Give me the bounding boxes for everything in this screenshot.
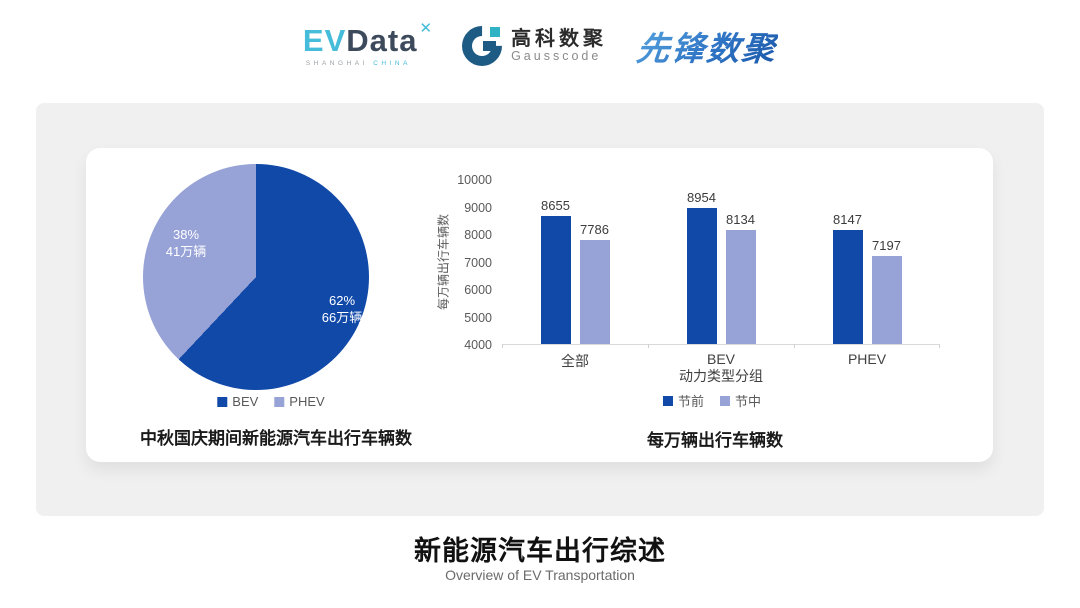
y-axis-tick-label: 5000: [464, 310, 492, 325]
legend-swatch: [217, 396, 228, 407]
y-axis-tick-label: 6000: [464, 283, 492, 297]
legend-label: 节前: [677, 394, 704, 409]
bar-value-label: 7197: [872, 238, 901, 254]
bar-group: 8147 7197 PHEV: [832, 180, 902, 367]
pie-legend: BEV PHEV: [217, 394, 325, 409]
x-axis-tick: [939, 344, 940, 348]
bar-plot: 8655 7786 全部 8954 8134 BEV 8147 7197 PHEV: [502, 180, 940, 369]
bar-value-label: 7786: [580, 221, 609, 237]
gausscode-logo: 高科数聚 Gausscode: [453, 17, 607, 75]
pie-chart-area: 62% 66万辆 38% 41万辆 BEV PHEV 中秋国庆期间新能源汽车出行车…: [86, 148, 486, 462]
y-axis-tick-label: 7000: [464, 255, 492, 270]
legend-item: PHEV: [274, 394, 325, 409]
category-label: PHEV: [847, 351, 887, 367]
gausscode-g-icon: [453, 17, 511, 75]
page-title: 新能源汽车出行综述: [414, 536, 666, 566]
x-axis-tick: [793, 344, 795, 348]
bar-legend: 节前 节中: [662, 391, 761, 410]
gausscode-wordmark: 高科数聚 Gausscode: [511, 28, 607, 64]
legend-swatch: [720, 395, 730, 406]
gausscode-cn-text: 高科数聚: [511, 28, 608, 51]
bar: 8954: [686, 190, 717, 344]
evdata-wordmark: EV Data ✕: [302, 21, 432, 58]
category-label: BEV: [706, 351, 736, 367]
bar-value-label: 8655: [541, 198, 570, 213]
y-axis-tick-label: 8000: [464, 228, 492, 242]
y-axis-tick-label: 9000: [464, 200, 492, 215]
bar-x-axis-title: 动力类型分组: [679, 368, 763, 384]
y-axis-tick-label: 4000: [464, 338, 492, 352]
pie-slice-label-phev: 38% 41万辆: [165, 227, 207, 259]
legend-item: 节中: [720, 391, 761, 410]
bar-group: 8655 7786 全部: [540, 180, 610, 369]
legend-item: BEV: [217, 394, 258, 409]
category-label: 全部: [561, 353, 589, 369]
y-axis-tick-label: 10000: [457, 173, 492, 187]
bar-chart-title: 每万辆出行车辆数: [647, 431, 783, 450]
bar: 8134: [725, 212, 756, 344]
pie-chart-title: 中秋国庆期间新能源汽车出行车辆数: [140, 429, 412, 448]
evdata-star-icon: ✕: [419, 20, 433, 37]
legend-item: 节前: [662, 391, 704, 410]
evdata-logo: EV Data ✕ SHANGHAI CHINA: [302, 21, 432, 67]
pioneer-logo: 先锋数聚: [635, 22, 780, 70]
pie-slice-label-bev: 62% 66万辆: [321, 293, 363, 325]
legend-label: 节中: [735, 394, 762, 409]
gausscode-en-text: Gausscode: [511, 49, 602, 64]
evdata-subtitle: SHANGHAI CHINA: [305, 60, 411, 67]
bar-value-label: 8134: [726, 212, 755, 228]
legend-label: PHEV: [289, 394, 325, 409]
pie-chart: [143, 164, 369, 390]
chart-card: 62% 66万辆 38% 41万辆 BEV PHEV 中秋国庆期间新能源汽车出行车…: [86, 148, 993, 462]
bar-value-label: 8954: [687, 189, 716, 205]
header-logos: EV Data ✕ SHANGHAI CHINA 高科数聚 Gausscode 先锋…: [0, 17, 1080, 75]
bar: 8655: [540, 198, 571, 344]
legend-swatch: [662, 395, 673, 406]
bar-value-label: 8147: [833, 212, 862, 227]
bar: 8147: [832, 212, 863, 344]
evdata-ev-text: EV: [302, 23, 347, 58]
evdata-data-text: Data: [346, 23, 418, 58]
legend-label: BEV: [232, 394, 259, 409]
bar-chart-area: 每万辆出行车辆数 4000 5000 6000 7000 8000 9000 10000 8…: [86, 148, 993, 462]
x-axis-tick: [647, 344, 649, 348]
x-axis-tick: [502, 344, 503, 348]
bar-y-axis: 4000 5000 6000 7000 8000 9000 10000: [416, 173, 492, 352]
bar-group: 8954 8134 BEV: [686, 180, 756, 367]
bar: 7197: [871, 238, 902, 344]
bar: 7786: [579, 222, 610, 344]
page-subtitle: Overview of EV Transportation: [445, 567, 635, 583]
legend-swatch: [274, 396, 285, 407]
